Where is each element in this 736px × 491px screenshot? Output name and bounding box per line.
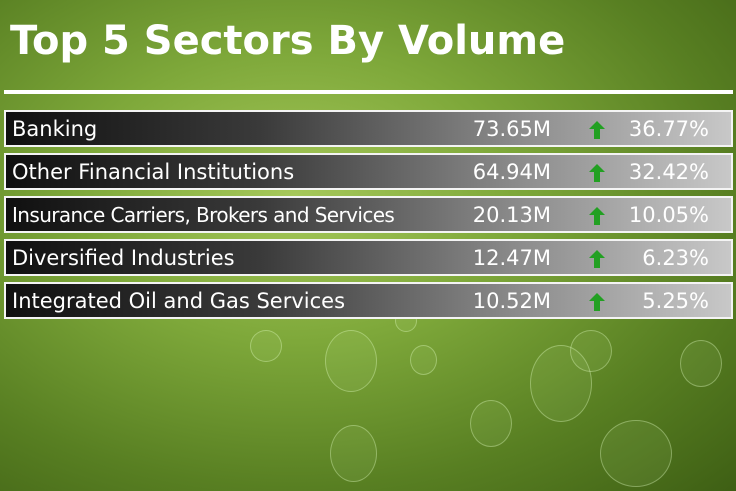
title-divider <box>4 90 733 94</box>
sector-share: 10.05% <box>628 203 709 227</box>
sector-name: Diversified Industries <box>12 246 235 270</box>
list-item: Diversified Industries 12.47M 6.23% <box>4 239 733 276</box>
sector-share: 6.23% <box>642 246 709 270</box>
sector-volume: 10.52M <box>472 289 551 313</box>
sector-volume: 12.47M <box>472 246 551 270</box>
sector-list: Banking 73.65M 36.77% Other Financial In… <box>4 110 733 325</box>
list-item: Insurance Carriers, Brokers and Services… <box>4 196 733 233</box>
sector-volume: 64.94M <box>472 160 551 184</box>
sector-share: 36.77% <box>628 117 709 141</box>
sector-volume: 20.13M <box>472 203 551 227</box>
arrow-up-icon <box>589 206 605 225</box>
list-item: Banking 73.65M 36.77% <box>4 110 733 147</box>
sector-name: Insurance Carriers, Brokers and Services <box>12 203 395 227</box>
page-title: Top 5 Sectors By Volume <box>10 18 566 64</box>
list-item: Integrated Oil and Gas Services 10.52M 5… <box>4 282 733 319</box>
arrow-up-icon <box>589 120 605 139</box>
list-item: Other Financial Institutions 64.94M 32.4… <box>4 153 733 190</box>
sector-name: Other Financial Institutions <box>12 160 295 184</box>
arrow-up-icon <box>589 292 605 311</box>
sector-volume: 73.65M <box>472 117 551 141</box>
sector-name: Integrated Oil and Gas Services <box>12 289 346 313</box>
arrow-up-icon <box>589 163 605 182</box>
sector-name: Banking <box>12 117 98 141</box>
sector-share: 5.25% <box>642 289 709 313</box>
arrow-up-icon <box>589 249 605 268</box>
sector-share: 32.42% <box>628 160 709 184</box>
